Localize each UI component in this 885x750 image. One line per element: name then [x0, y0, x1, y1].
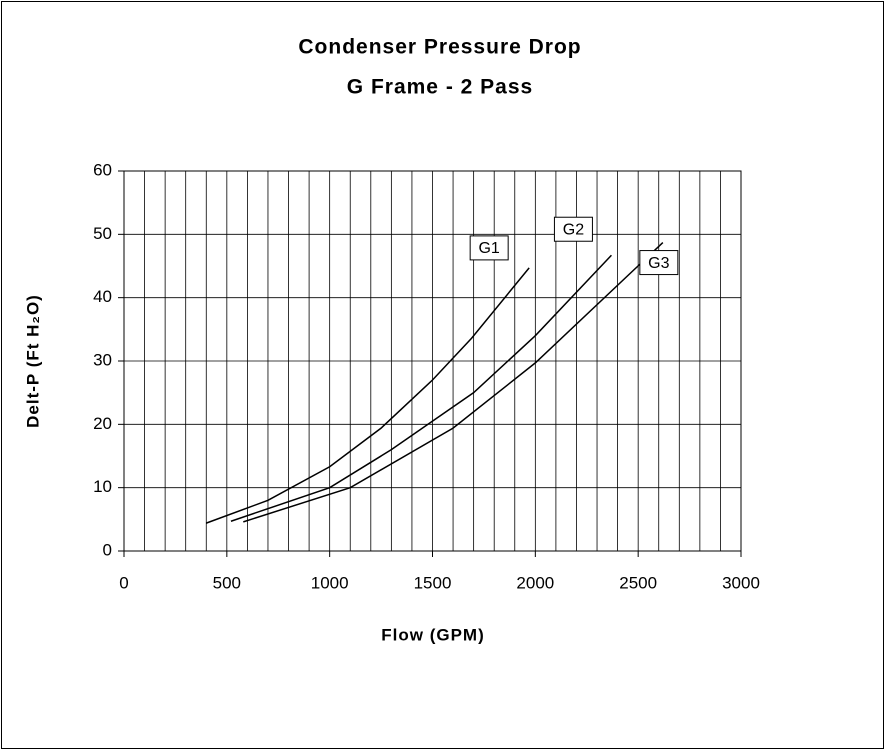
x-tick-label: 0	[119, 573, 128, 592]
x-tick-label: 1500	[414, 573, 452, 592]
x-tick-label: 3000	[722, 573, 760, 592]
series-label: G3	[648, 255, 669, 272]
series-line	[206, 267, 530, 524]
x-tick-label: 1000	[311, 573, 349, 592]
x-axis-label: Flow (GPM)	[381, 625, 484, 644]
y-axis-label: Delt-P (Ft H₂O)	[23, 294, 42, 428]
x-tick-label: 2500	[619, 573, 657, 592]
y-tick-label: 30	[93, 350, 112, 369]
y-tick-label: 0	[103, 540, 112, 559]
x-tick-label: 500	[213, 573, 241, 592]
series-label-box	[553, 216, 593, 242]
x-tick-label: 2000	[516, 573, 554, 592]
series-line	[230, 254, 612, 522]
y-tick-label: 20	[93, 414, 112, 433]
y-tick-label: 60	[93, 160, 112, 179]
series-label-box	[639, 250, 679, 276]
y-tick-label: 50	[93, 224, 112, 243]
y-tick-label: 40	[93, 287, 112, 306]
series-label: G1	[478, 240, 499, 257]
series-label: G2	[563, 221, 584, 238]
plot-border	[123, 170, 742, 552]
series-line	[243, 242, 664, 523]
y-tick-label: 10	[93, 477, 112, 496]
chart-title: Condenser Pressure Drop	[298, 36, 581, 59]
series-label-box	[469, 235, 509, 261]
chart-subtitle: G Frame - 2 Pass	[347, 76, 533, 99]
